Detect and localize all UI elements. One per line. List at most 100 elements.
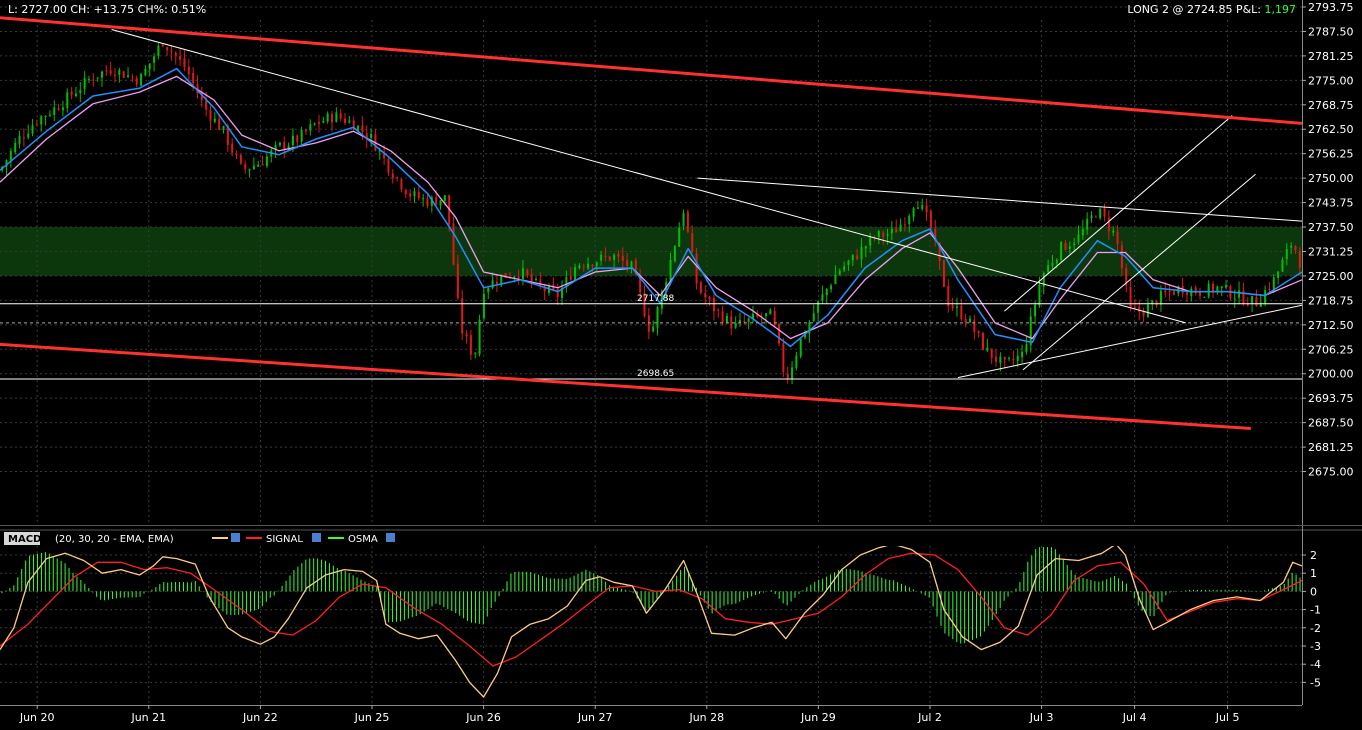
candle-body [1233, 298, 1236, 300]
candle-body [626, 259, 629, 267]
candle-body [456, 263, 459, 299]
candle-body [1285, 248, 1288, 259]
candle-body [1207, 283, 1210, 297]
channel-line[interactable] [0, 342, 1251, 430]
candle-body [1129, 286, 1132, 308]
y-tick-label: 2681.25 [1308, 441, 1354, 454]
candle-body [682, 212, 685, 227]
candle-body [1268, 288, 1271, 290]
candle-body [1168, 291, 1171, 293]
candle-body [61, 107, 64, 111]
candle-body [825, 288, 828, 296]
candle-body [135, 77, 138, 85]
candle-body [1077, 234, 1080, 243]
candle-body [1064, 243, 1067, 251]
candle-body [500, 274, 503, 286]
candle-body [1146, 304, 1149, 318]
candle-body [439, 200, 442, 206]
candle-body [309, 124, 312, 131]
candle-body [934, 228, 937, 242]
trendline[interactable] [957, 304, 1302, 379]
candle-body [1242, 290, 1245, 305]
candle-body [1151, 300, 1154, 304]
candle-body [183, 58, 186, 68]
candle-body [361, 125, 364, 132]
candle-body [378, 150, 381, 152]
candle-body [895, 228, 898, 233]
candle-body [942, 260, 945, 287]
candle-body [795, 355, 798, 369]
candle-body [743, 321, 746, 323]
candle-body [491, 280, 494, 289]
signal-visible-checkbox[interactable] [312, 533, 321, 542]
candle-body [278, 142, 281, 146]
candle-body [57, 108, 60, 110]
macd-pane[interactable]: MACD (20, 30, 20 - EMA, EMA) SIGNAL OSMA [0, 529, 1362, 705]
candle-body [274, 144, 277, 150]
y-tick-label: 2693.75 [1308, 392, 1354, 405]
candle-body [686, 211, 689, 232]
candle-body [990, 348, 993, 358]
pnl-value: 1,197 [1265, 3, 1297, 16]
candle-body [140, 74, 143, 86]
candle-body [283, 141, 286, 150]
candle-body [9, 150, 12, 161]
candle-body [1120, 245, 1123, 269]
price-pane[interactable]: 2717.88 2698.65 [0, 6, 1303, 525]
osma-visible-checkbox[interactable] [386, 533, 395, 542]
trendline[interactable] [111, 29, 1186, 324]
candle-body [1259, 302, 1262, 308]
candle-body [847, 260, 850, 265]
candle-body [1003, 356, 1006, 360]
channel-line[interactable] [0, 16, 1302, 125]
candle-body [452, 223, 455, 265]
candle-body [925, 205, 928, 213]
candle-body [539, 279, 542, 286]
candle-body [400, 179, 403, 190]
candle-body [513, 276, 516, 278]
candle-body [1090, 215, 1093, 219]
candle-body [617, 253, 620, 257]
trendline[interactable] [697, 177, 1303, 222]
candle-body [756, 314, 759, 317]
candle-body [830, 285, 833, 290]
candle-body [127, 75, 130, 77]
trendline[interactable] [1022, 173, 1256, 371]
candle-body [478, 319, 481, 355]
candle-body [131, 76, 134, 78]
candle-body [1038, 285, 1041, 306]
price-readout: L: 2727.00 CH: +13.75 CH%: 0.51% [8, 3, 206, 16]
candle-body [387, 158, 390, 173]
candle-body [721, 311, 724, 323]
y-tick-label: 2725.00 [1308, 270, 1354, 283]
candle-body [166, 47, 169, 51]
candle-body [92, 79, 95, 81]
y-tick-label: 2731.25 [1308, 245, 1354, 258]
candle-body [890, 228, 893, 234]
candle-body [391, 173, 394, 179]
candle-body [821, 294, 824, 301]
candle-body [1133, 307, 1136, 309]
macd-visible-checkbox[interactable] [231, 533, 240, 542]
candle-body [365, 133, 368, 139]
candle-body [1290, 245, 1293, 248]
candle-body [856, 255, 859, 260]
candle-body [669, 259, 672, 282]
trendline[interactable] [1004, 115, 1233, 312]
candle-body [587, 263, 590, 269]
candle-body [869, 236, 872, 246]
y-tick-label: 2750.00 [1308, 172, 1354, 185]
candle-body [83, 78, 86, 89]
macd-y-tick-label: 2 [1310, 549, 1317, 562]
candle-body [352, 120, 355, 130]
candle-body [1294, 246, 1297, 250]
candle-body [747, 318, 750, 322]
candle-body [504, 273, 507, 278]
candle-body [74, 93, 77, 97]
position-readout: LONG 2 @ 2724.85 P&L: 1,197 [1127, 3, 1296, 16]
candle-body [96, 77, 99, 79]
candle-body [977, 331, 980, 334]
candle-body [1086, 218, 1089, 230]
